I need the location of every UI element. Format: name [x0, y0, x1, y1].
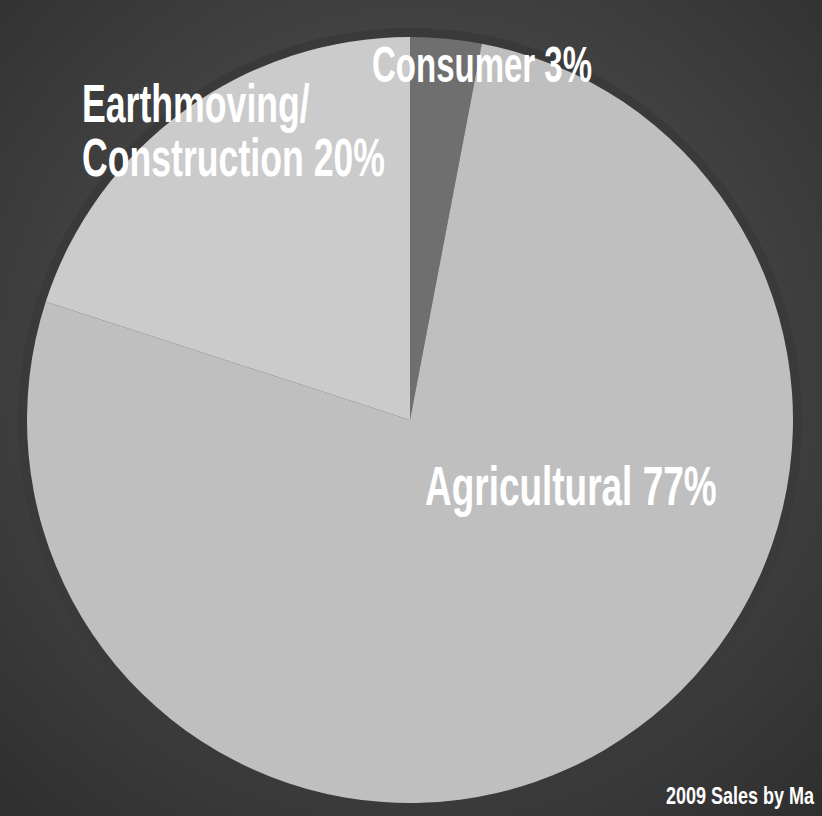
slice-label-group: Agricultural 77% — [425, 454, 717, 517]
label-category: Construction — [82, 128, 304, 188]
label-category: Earthmoving/ — [82, 74, 310, 134]
pie-slice — [46, 37, 410, 420]
data-label: Agricultural 77% — [425, 454, 717, 517]
label-category: Consumer — [372, 37, 535, 92]
label-value: 77% — [632, 454, 716, 517]
data-label: Consumer 3% — [372, 37, 592, 92]
label-value: 20% — [304, 128, 385, 188]
slice-label-group: Earthmoving/Construction 20% — [82, 74, 385, 188]
chart-canvas: Consumer 3% Agricultural 77% Earthmoving/C… — [0, 0, 822, 816]
chart-title: 2009 Sales by Ma — [666, 783, 814, 810]
pie-ring — [18, 28, 802, 812]
data-label: Earthmoving/Construction 20% — [82, 74, 385, 188]
label-category: Agricultural — [425, 454, 632, 517]
background — [0, 0, 822, 816]
label-value: 3% — [535, 37, 592, 92]
title-group: 2009 Sales by Ma — [666, 783, 814, 810]
slice-label-group: Consumer 3% — [372, 37, 592, 92]
